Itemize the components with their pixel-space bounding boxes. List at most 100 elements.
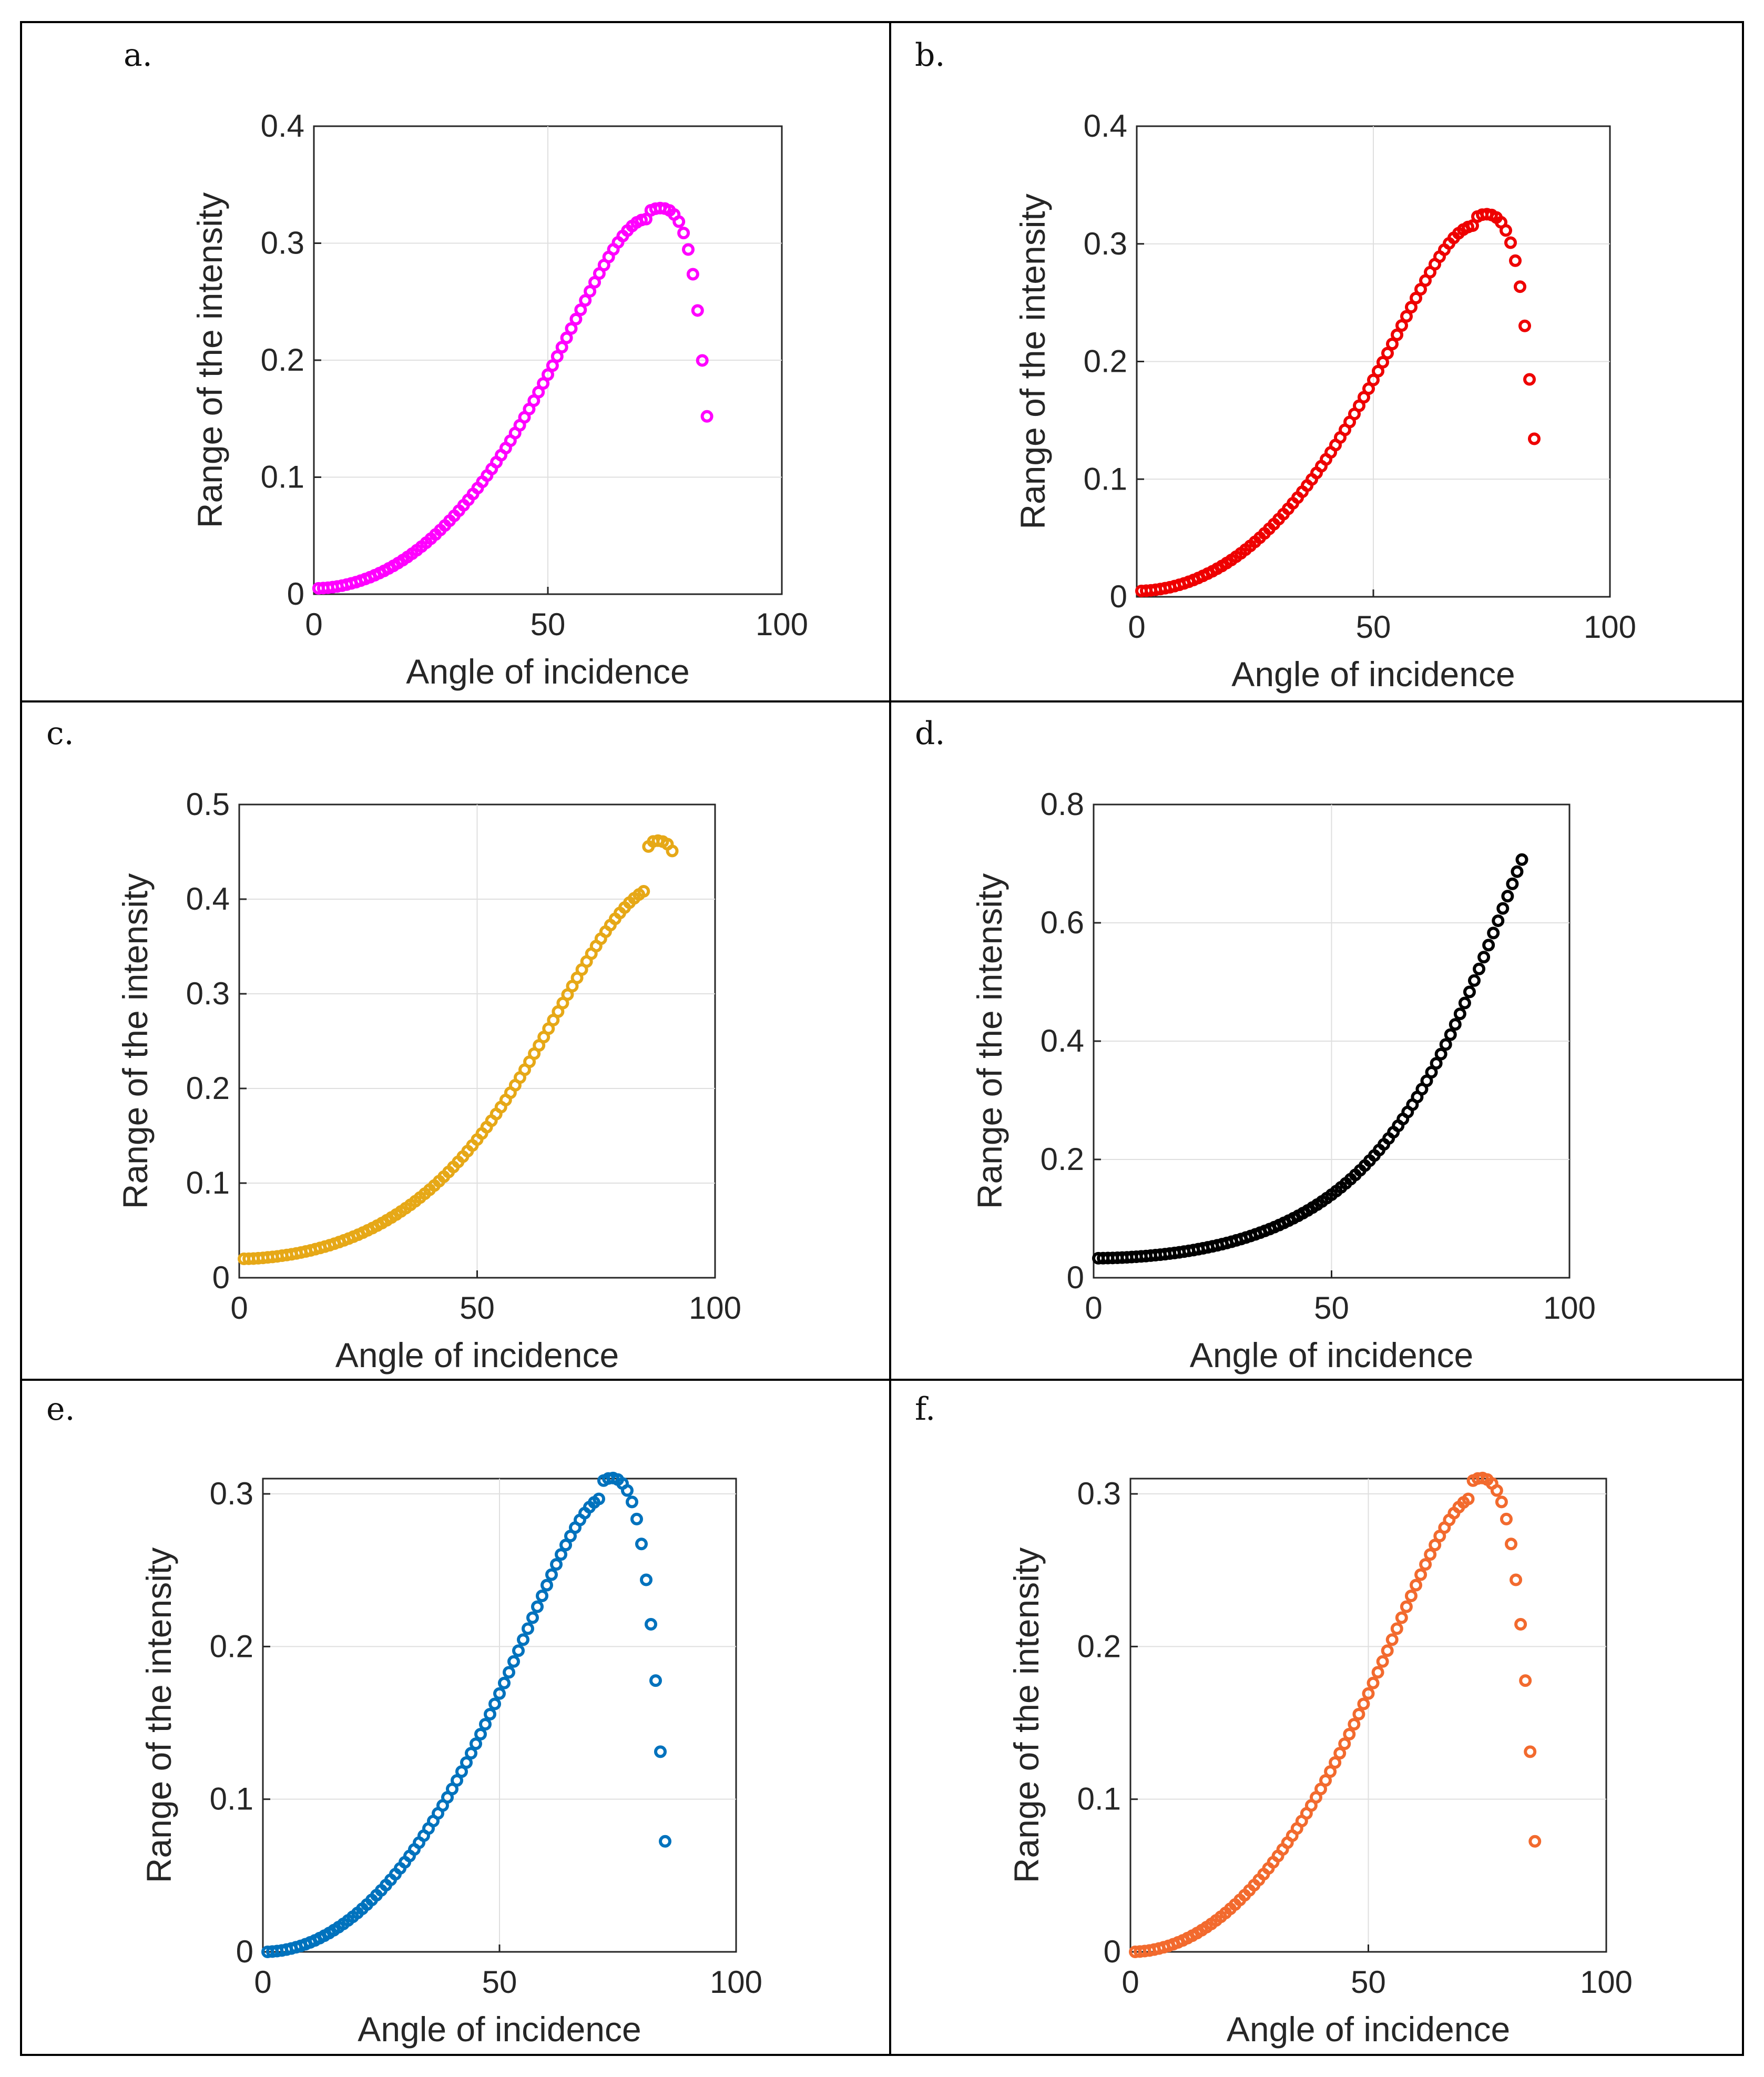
data-point [1466,219,1479,232]
data-point [645,1617,657,1631]
data-point [574,303,587,317]
data-point [1400,1600,1413,1613]
data-point [1505,1538,1517,1551]
data-point [1381,347,1394,360]
y-tick-label: 0.3 [186,976,230,1011]
data-point [1395,319,1408,332]
data-point [1410,1579,1422,1592]
data-point [1391,328,1403,341]
x-axis-label: Angle of incidence [1231,655,1515,694]
y-tick-label: 0.4 [1041,1023,1084,1058]
data-point [626,1495,638,1509]
data-point [1381,1644,1394,1657]
data-point [1523,373,1536,386]
x-tick-label: 50 [1314,1290,1349,1326]
data-point [1372,364,1384,378]
x-tick-label: 50 [531,607,566,642]
y-tick-label: 0.5 [186,787,230,822]
data-point [545,1568,558,1581]
y-tick-label: 0.3 [1084,226,1127,261]
x-axis-label: Angle of incidence [335,1336,619,1375]
y-tick-label: 0.3 [1077,1476,1121,1511]
x-axis-label: Angle of incidence [358,2010,641,2049]
data-point [666,844,679,858]
data-point [1500,224,1512,237]
series-c [238,834,679,1265]
x-tick-label: 0 [230,1290,248,1326]
x-tick-label: 0 [254,1964,271,2000]
data-point [1514,280,1526,293]
y-tick-label: 0 [236,1934,253,1969]
data-point [1376,1655,1389,1668]
data-point [1501,890,1514,903]
data-point [1495,1495,1508,1509]
x-tick-label: 100 [1543,1290,1596,1326]
data-point [522,1622,534,1635]
panel-label-a: a. [124,37,152,74]
y-axis-label: Range of the intensity [190,192,229,528]
data-point [1424,1548,1437,1561]
data-point [635,1538,648,1551]
x-tick-label: 50 [1351,1964,1386,2000]
data-point [569,312,583,325]
data-point [474,1728,487,1740]
data-point [1514,1617,1527,1631]
data-point [1511,865,1524,878]
data-point [1506,877,1519,890]
data-point [1425,1066,1438,1079]
data-point [1482,939,1495,952]
data-point [630,1512,643,1525]
panel-b: b. 0 50 100 0 0.1 0.2 0.3 0.4 Angle of incidence R… [915,37,1636,694]
data-point [584,284,597,298]
y-tick-label: 0.4 [1084,108,1127,144]
data-point [1500,1512,1513,1525]
y-tick-label: 0.2 [186,1071,230,1106]
data-point [1463,985,1476,999]
data-point [637,885,650,898]
data-point [696,354,709,367]
data-point [1338,1737,1351,1750]
data-point [479,1718,492,1731]
y-tick-label: 0 [1110,579,1127,614]
series-b [1135,208,1541,597]
x-axis-label: Angle of incidence [1190,1336,1473,1375]
y-tick-label: 0.2 [1084,344,1127,379]
data-point [659,1835,671,1848]
data-point [579,294,592,307]
data-point [512,1644,525,1657]
data-point [1504,236,1517,249]
data-point [1453,1007,1466,1021]
data-point [1487,926,1500,940]
data-point [455,1765,468,1778]
panel-label-b: b. [915,37,945,74]
x-tick-label: 100 [756,607,808,642]
data-point [1434,1047,1447,1061]
data-point [555,1548,567,1561]
data-point [484,1707,496,1720]
y-tick-label: 0 [1067,1260,1084,1295]
data-point [1473,962,1486,975]
y-tick-label: 0.3 [261,226,304,261]
data-point [1496,902,1510,915]
data-point [1509,254,1522,267]
y-axis-label: Range of the intensity [1013,194,1052,529]
data-point [700,410,713,423]
data-point [1492,914,1505,928]
y-tick-label: 0 [212,1260,230,1295]
data-point [1528,1835,1542,1848]
data-point [1343,1728,1356,1740]
y-tick-label: 0.1 [186,1165,230,1200]
data-point [1405,301,1418,314]
series-d [1092,853,1528,1265]
x-tick-label: 50 [460,1290,495,1326]
data-point [1414,1568,1427,1581]
data-point [1468,974,1481,987]
data-point [546,359,559,372]
data-point [536,1589,548,1602]
data-point [1439,1038,1452,1051]
data-point [507,1655,520,1668]
panel-label-d: d. [915,715,945,752]
y-tick-label: 0.8 [1041,787,1084,822]
data-point [1462,1492,1475,1505]
figure-frame [20,21,1744,2056]
